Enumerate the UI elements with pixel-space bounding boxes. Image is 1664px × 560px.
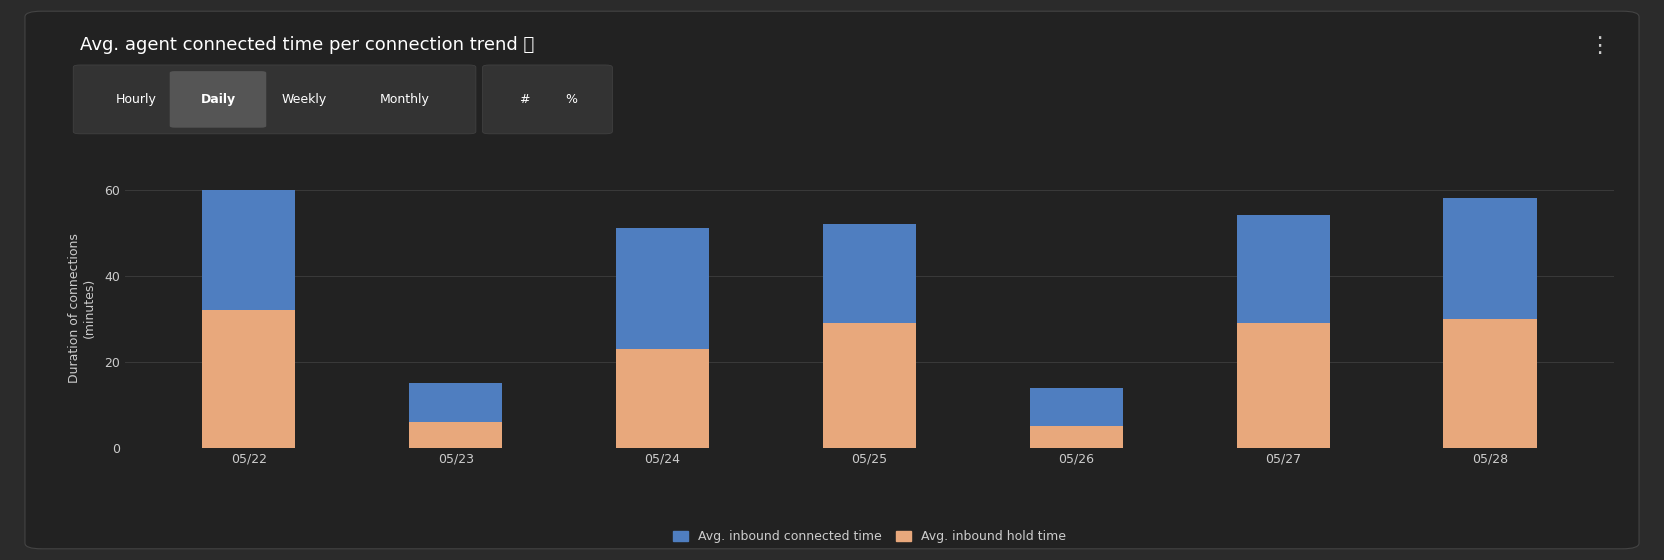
Text: %: % bbox=[564, 93, 577, 106]
Bar bbox=[1030, 427, 1123, 448]
Bar bbox=[824, 224, 915, 323]
Bar bbox=[1236, 216, 1330, 323]
Text: Avg. agent connected time per connection trend ⓘ: Avg. agent connected time per connection… bbox=[80, 36, 534, 54]
Bar bbox=[1443, 319, 1536, 448]
Bar bbox=[1030, 388, 1123, 427]
Bar bbox=[1443, 198, 1536, 319]
Bar bbox=[409, 422, 503, 448]
Text: Hourly: Hourly bbox=[116, 93, 156, 106]
Bar bbox=[409, 384, 503, 422]
Bar bbox=[1236, 323, 1330, 448]
Bar bbox=[616, 349, 709, 448]
Text: #: # bbox=[519, 93, 529, 106]
Y-axis label: Duration of connections
(minutes): Duration of connections (minutes) bbox=[68, 233, 97, 383]
Text: Weekly: Weekly bbox=[281, 93, 328, 106]
Text: Daily: Daily bbox=[200, 93, 236, 106]
Bar bbox=[203, 189, 296, 310]
Bar bbox=[824, 323, 915, 448]
Bar bbox=[203, 310, 296, 448]
Bar bbox=[616, 228, 709, 349]
Text: Monthly: Monthly bbox=[379, 93, 429, 106]
Legend: Avg. inbound connected time, Avg. inbound hold time: Avg. inbound connected time, Avg. inboun… bbox=[667, 525, 1072, 548]
Text: ⋮: ⋮ bbox=[1589, 36, 1611, 57]
